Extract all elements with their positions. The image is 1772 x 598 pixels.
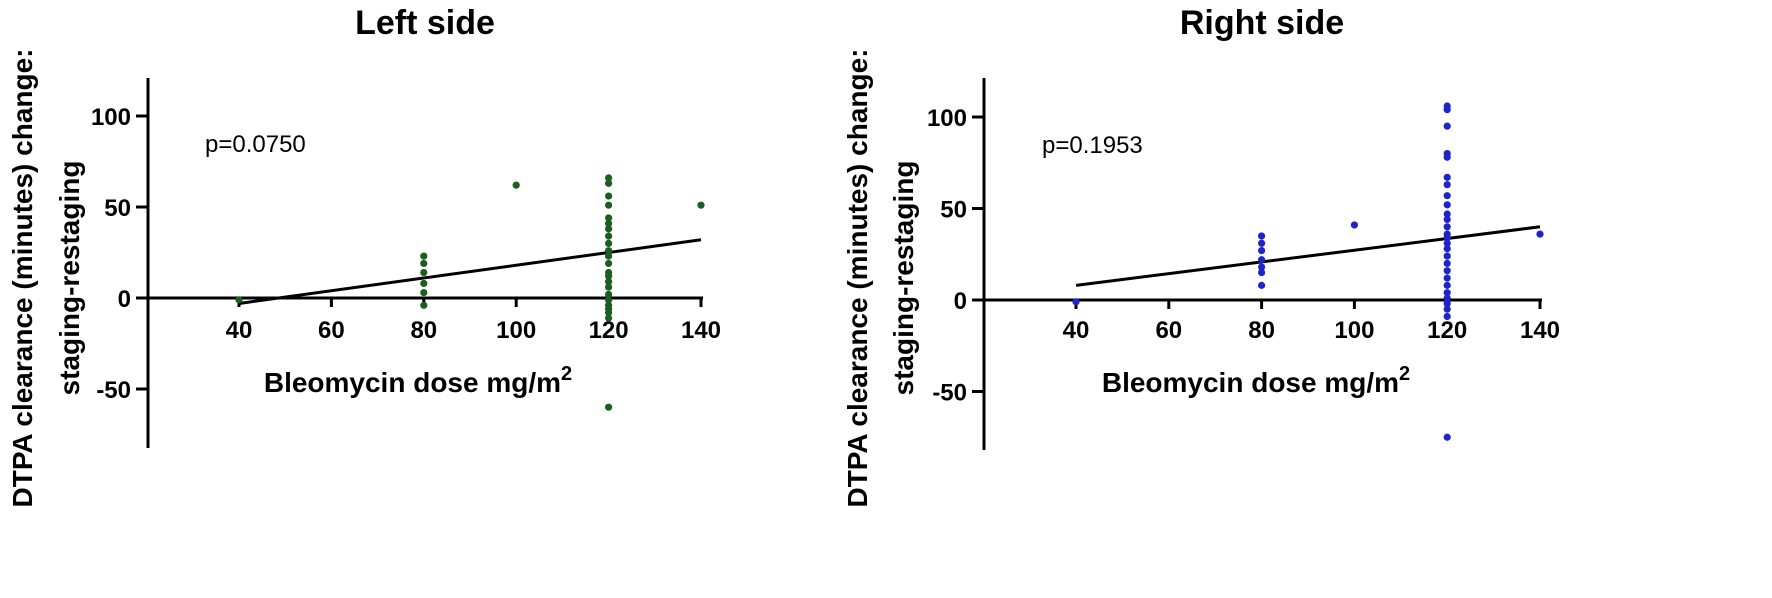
x-tick-label: 40 <box>1063 317 1090 344</box>
y-axis-label: staging-restaging <box>54 161 85 396</box>
data-point <box>605 219 613 227</box>
y-tick-label: -50 <box>932 380 967 407</box>
data-point <box>1443 234 1451 242</box>
data-point <box>1258 263 1266 271</box>
x-tick-label: 80 <box>1248 317 1275 344</box>
data-point <box>420 288 428 297</box>
data-point <box>1443 252 1451 260</box>
chart-panel-1: Left side DTPA clearance (minutes) change… <box>7 4 721 508</box>
chart-title: Right side <box>1180 4 1344 42</box>
data-point <box>420 259 428 268</box>
data-point <box>605 225 613 233</box>
data-point <box>605 232 613 240</box>
data-point <box>1443 239 1451 247</box>
y-axis-label: DTPA clearance (minutes) change: <box>842 48 873 507</box>
data-point <box>605 239 613 247</box>
data-point <box>605 179 613 187</box>
data-point <box>1443 305 1451 313</box>
x-axis-label: Bleomycin dose mg/m2 <box>1102 363 1410 398</box>
data-point <box>1072 298 1080 306</box>
y-tick-label: 100 <box>927 105 967 132</box>
data-point <box>1258 232 1266 240</box>
data-point <box>605 252 613 260</box>
data-point <box>1443 433 1451 441</box>
x-tick-label: 100 <box>496 317 536 344</box>
y-tick-label: 0 <box>118 286 131 313</box>
chart-title: Left side <box>355 4 495 42</box>
x-tick-label: 60 <box>318 317 345 344</box>
data-point <box>1443 153 1451 161</box>
x-tick-label: 40 <box>226 317 253 344</box>
data-point <box>1443 300 1451 308</box>
data-point <box>605 259 613 268</box>
data-point <box>1258 256 1266 264</box>
data-point <box>1443 192 1451 200</box>
data-point <box>1443 267 1451 275</box>
data-point <box>1443 215 1451 224</box>
x-tick-label: 140 <box>681 317 721 344</box>
data-point <box>605 314 613 322</box>
data-point <box>605 403 613 411</box>
data-point <box>1443 294 1451 302</box>
x-tick-label: 80 <box>410 317 437 344</box>
x-tick-label: 120 <box>1427 317 1467 344</box>
y-tick-label: -50 <box>96 377 131 404</box>
data-point <box>1443 122 1451 130</box>
regression-line <box>238 238 702 305</box>
data-point <box>420 279 428 288</box>
regression-line <box>1075 225 1541 287</box>
y-axis-label: DTPA clearance (minutes) change: <box>7 48 38 507</box>
y-tick-label: 100 <box>91 104 131 131</box>
data-point <box>605 278 613 286</box>
p-value-annotation: p=0.1953 <box>1042 132 1143 159</box>
data-point <box>697 201 705 209</box>
data-point <box>605 290 613 298</box>
p-value-annotation: p=0.0750 <box>205 131 306 158</box>
data-point <box>1443 274 1451 282</box>
y-tick-label: 50 <box>940 197 967 224</box>
data-point <box>420 252 428 260</box>
data-point <box>420 268 428 277</box>
data-point <box>1443 289 1451 297</box>
data-point <box>1443 281 1451 289</box>
data-point <box>1443 173 1451 181</box>
chart-panel-2: Right side DTPA clearance (minutes) chang… <box>842 4 1560 508</box>
data-point <box>420 301 428 309</box>
x-tick-label: 140 <box>1520 317 1560 344</box>
data-point <box>512 181 520 189</box>
data-point <box>605 272 613 280</box>
data-point <box>1258 246 1266 255</box>
data-point <box>1258 281 1266 289</box>
data-point <box>1350 221 1358 229</box>
data-point <box>1443 259 1451 267</box>
data-point <box>605 174 613 182</box>
y-tick-label: 0 <box>954 288 967 315</box>
y-tick-label: 50 <box>104 195 131 222</box>
data-point <box>1258 268 1266 277</box>
data-point <box>605 201 613 209</box>
data-point <box>1443 312 1451 321</box>
x-axis-label: Bleomycin dose mg/m2 <box>264 363 572 398</box>
data-point <box>605 214 613 222</box>
data-point <box>1443 181 1451 189</box>
data-point <box>1443 245 1451 253</box>
data-point <box>235 296 243 304</box>
data-point <box>1443 106 1451 114</box>
x-tick-label: 100 <box>1334 317 1374 344</box>
data-point <box>1443 201 1451 209</box>
data-point <box>605 296 613 304</box>
data-point <box>1443 223 1451 231</box>
data-point <box>605 283 613 291</box>
x-tick-label: 60 <box>1155 317 1182 344</box>
data-point <box>605 192 613 200</box>
data-point <box>1443 210 1451 218</box>
data-point <box>605 308 613 317</box>
data-point <box>605 247 613 255</box>
data-point <box>1536 230 1544 238</box>
data-point <box>1258 239 1266 247</box>
y-axis-label: staging-restaging <box>888 161 919 396</box>
